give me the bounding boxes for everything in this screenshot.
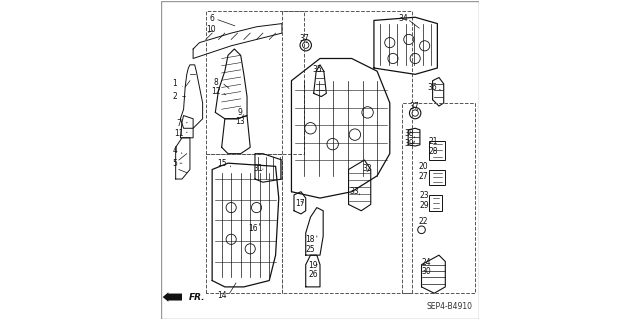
Text: 36: 36 bbox=[428, 83, 438, 92]
Text: 33: 33 bbox=[349, 187, 359, 196]
Text: 26: 26 bbox=[308, 270, 318, 279]
Text: 37: 37 bbox=[410, 102, 419, 111]
Bar bbox=[429, 195, 442, 211]
Text: 9: 9 bbox=[237, 108, 243, 117]
Text: 24: 24 bbox=[422, 258, 431, 267]
Text: 5: 5 bbox=[172, 159, 177, 168]
Text: 23: 23 bbox=[419, 191, 429, 200]
Text: 39: 39 bbox=[404, 139, 414, 148]
Text: 4: 4 bbox=[172, 146, 177, 155]
Text: 32: 32 bbox=[362, 164, 372, 173]
Text: 27: 27 bbox=[419, 172, 428, 181]
Text: 30: 30 bbox=[421, 267, 431, 276]
Text: 2: 2 bbox=[172, 92, 177, 101]
Text: 31: 31 bbox=[253, 164, 263, 173]
Bar bbox=[429, 170, 445, 185]
Text: 28: 28 bbox=[429, 147, 438, 156]
Text: 8: 8 bbox=[214, 78, 218, 87]
Text: 7: 7 bbox=[177, 119, 182, 128]
Text: 12: 12 bbox=[211, 87, 221, 96]
Text: 29: 29 bbox=[419, 201, 429, 210]
Text: 6: 6 bbox=[209, 14, 214, 23]
Text: 20: 20 bbox=[419, 163, 428, 172]
Text: 11: 11 bbox=[175, 129, 184, 138]
Text: 18: 18 bbox=[305, 236, 315, 244]
FancyArrow shape bbox=[163, 292, 182, 302]
Text: 13: 13 bbox=[236, 117, 245, 126]
Text: 37: 37 bbox=[300, 34, 310, 43]
Text: 35: 35 bbox=[312, 65, 322, 74]
Text: 19: 19 bbox=[308, 261, 318, 270]
Text: 17: 17 bbox=[295, 199, 305, 208]
Text: 38: 38 bbox=[404, 130, 414, 139]
Bar bbox=[429, 141, 445, 160]
Text: 25: 25 bbox=[305, 245, 315, 254]
Text: 16: 16 bbox=[248, 224, 258, 233]
Text: FR.: FR. bbox=[188, 292, 205, 301]
Text: 10: 10 bbox=[207, 25, 216, 35]
Text: 34: 34 bbox=[398, 14, 408, 23]
Text: 21: 21 bbox=[429, 137, 438, 146]
Text: 22: 22 bbox=[419, 217, 428, 226]
Text: 14: 14 bbox=[217, 291, 227, 300]
Text: 15: 15 bbox=[218, 159, 227, 168]
Text: 1: 1 bbox=[172, 79, 177, 88]
Text: SEP4-B4910: SEP4-B4910 bbox=[426, 302, 472, 311]
